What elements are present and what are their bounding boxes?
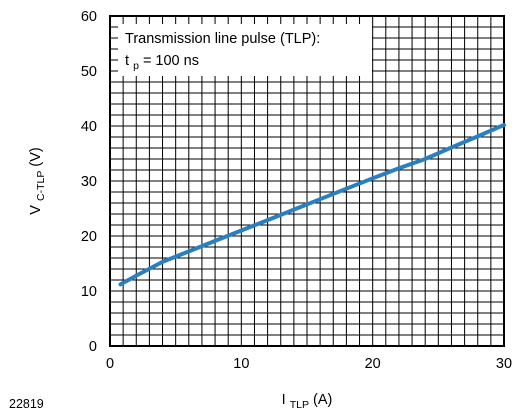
annotation-background: [118, 24, 372, 76]
series-line: [118, 122, 506, 287]
annotation-t-value: = 100 ns: [143, 53, 199, 69]
annotation-line-1: Transmission line pulse (TLP):: [125, 31, 320, 47]
x-axis-label-main: I: [282, 392, 286, 408]
y-tick-label: 20: [81, 229, 97, 245]
y-axis-label-main: V: [28, 205, 44, 215]
y-tick-label: 0: [89, 339, 97, 355]
y-axis-label: V C-TLP (V): [28, 147, 48, 214]
x-axis-label-sub: TLP: [290, 399, 309, 411]
x-tick-label: 0: [106, 356, 114, 372]
annotation-t-symbol: t: [125, 53, 129, 69]
annotation-box: Transmission line pulse (TLP): t p = 100…: [118, 24, 372, 76]
x-tick-label: 10: [233, 356, 249, 372]
y-tick-label: 60: [81, 9, 97, 25]
annotation-line-2: t p = 100 ns: [125, 53, 199, 73]
x-axis-label-unit: (A): [313, 392, 332, 408]
y-tick-label: 50: [81, 64, 97, 80]
x-axis-label: I TLP (A): [282, 392, 333, 412]
y-tick-label: 30: [81, 174, 97, 190]
series-layer: [118, 122, 506, 287]
annotation-t-subscript: p: [133, 60, 139, 72]
tick-labels: 0 10 20 30 0 10 20 30 40 50 60: [81, 9, 512, 372]
x-tick-label: 30: [496, 356, 512, 372]
y-axis-label-sub: C-TLP: [35, 171, 47, 201]
y-axis-label-unit: (V): [28, 147, 44, 166]
y-tick-label: 40: [81, 119, 97, 135]
figure-id: 22819: [9, 397, 44, 411]
x-tick-label: 20: [365, 356, 381, 372]
y-tick-label: 10: [81, 284, 97, 300]
plot-frame: [109, 15, 505, 347]
